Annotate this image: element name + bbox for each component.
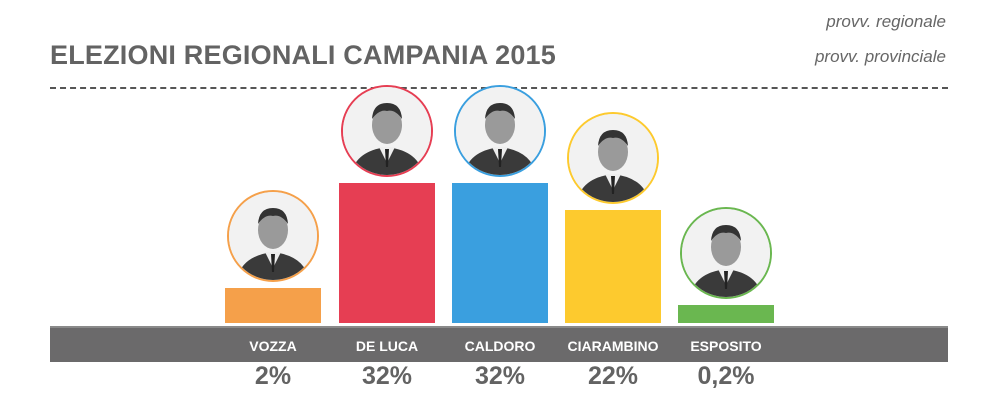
value-label: 22% [587, 362, 639, 390]
chart-title: ELEZIONI REGIONALI CAMPANIA 2015 [50, 40, 556, 70]
category-label: ESPOSITO [690, 338, 762, 354]
candidate-photo [454, 85, 546, 177]
bar-ciarambino [565, 210, 661, 323]
value-label: 32% [361, 362, 413, 390]
category-label: DE LUCA [355, 338, 419, 354]
candidate-photo [227, 190, 319, 282]
label-band [50, 326, 948, 362]
value-label: 32% [474, 362, 526, 390]
candidate-photo [567, 112, 659, 204]
candidate-photo [680, 207, 772, 299]
note-regional: provv. regionale [826, 12, 946, 31]
bar-esposito [678, 305, 774, 323]
bar-vozza [225, 288, 321, 323]
candidate-photo [341, 85, 433, 177]
bar-caldoro [452, 183, 548, 323]
category-label: CIARAMBINO [567, 338, 659, 354]
bar-de-luca [339, 183, 435, 323]
category-label: CALDORO [464, 338, 536, 354]
value-label: 0,2% [697, 362, 755, 390]
category-label: VOZZA [249, 338, 297, 354]
note-provincial: provv. provinciale [814, 47, 946, 66]
value-label: 2% [254, 362, 292, 390]
